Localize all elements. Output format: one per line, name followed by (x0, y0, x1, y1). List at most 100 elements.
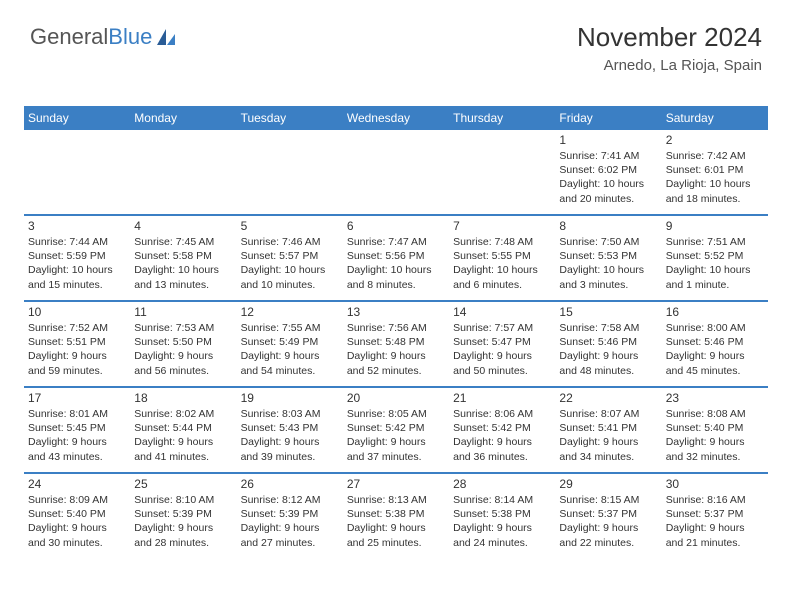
day-cell: 17Sunrise: 8:01 AMSunset: 5:45 PMDayligh… (24, 388, 130, 472)
day-cell: 27Sunrise: 8:13 AMSunset: 5:38 PMDayligh… (343, 474, 449, 558)
day-number: 16 (666, 305, 764, 319)
sail-icon (155, 27, 177, 47)
daylight-line: Daylight: 9 hours (28, 521, 126, 535)
day-cell: 26Sunrise: 8:12 AMSunset: 5:39 PMDayligh… (237, 474, 343, 558)
day-number: 1 (559, 133, 657, 147)
day-cell: 15Sunrise: 7:58 AMSunset: 5:46 PMDayligh… (555, 302, 661, 386)
daylight-line: Daylight: 9 hours (453, 521, 551, 535)
day-number: 8 (559, 219, 657, 233)
daylight-line: and 1 minute. (666, 278, 764, 292)
daylight-line: Daylight: 9 hours (559, 435, 657, 449)
sunset-line: Sunset: 6:01 PM (666, 163, 764, 177)
day-cell: 13Sunrise: 7:56 AMSunset: 5:48 PMDayligh… (343, 302, 449, 386)
sunset-line: Sunset: 5:59 PM (28, 249, 126, 263)
daylight-line: Daylight: 10 hours (453, 263, 551, 277)
daylight-line: Daylight: 10 hours (347, 263, 445, 277)
weeks-container: 1Sunrise: 7:41 AMSunset: 6:02 PMDaylight… (24, 130, 768, 558)
daylight-line: and 3 minutes. (559, 278, 657, 292)
calendar-header: November 2024 Arnedo, La Rioja, Spain (577, 22, 762, 74)
daylight-line: and 8 minutes. (347, 278, 445, 292)
daylight-line: and 13 minutes. (134, 278, 232, 292)
daylight-line: and 24 minutes. (453, 536, 551, 550)
daylight-line: Daylight: 9 hours (559, 349, 657, 363)
daylight-line: Daylight: 9 hours (453, 435, 551, 449)
day-cell: 25Sunrise: 8:10 AMSunset: 5:39 PMDayligh… (130, 474, 236, 558)
day-header: Friday (555, 106, 661, 130)
sunset-line: Sunset: 5:45 PM (28, 421, 126, 435)
daylight-line: and 28 minutes. (134, 536, 232, 550)
week-row: 1Sunrise: 7:41 AMSunset: 6:02 PMDaylight… (24, 130, 768, 216)
daylight-line: and 30 minutes. (28, 536, 126, 550)
daylight-line: and 54 minutes. (241, 364, 339, 378)
day-number: 3 (28, 219, 126, 233)
day-header-row: SundayMondayTuesdayWednesdayThursdayFrid… (24, 106, 768, 130)
day-cell: 10Sunrise: 7:52 AMSunset: 5:51 PMDayligh… (24, 302, 130, 386)
sunset-line: Sunset: 5:52 PM (666, 249, 764, 263)
daylight-line: and 36 minutes. (453, 450, 551, 464)
sunrise-line: Sunrise: 7:57 AM (453, 321, 551, 335)
daylight-line: Daylight: 9 hours (241, 521, 339, 535)
daylight-line: Daylight: 9 hours (241, 349, 339, 363)
day-number: 24 (28, 477, 126, 491)
day-cell (237, 130, 343, 214)
sunset-line: Sunset: 5:58 PM (134, 249, 232, 263)
day-header: Wednesday (343, 106, 449, 130)
day-header: Thursday (449, 106, 555, 130)
daylight-line: and 48 minutes. (559, 364, 657, 378)
sunset-line: Sunset: 5:39 PM (241, 507, 339, 521)
sunrise-line: Sunrise: 8:02 AM (134, 407, 232, 421)
day-number: 23 (666, 391, 764, 405)
day-cell: 21Sunrise: 8:06 AMSunset: 5:42 PMDayligh… (449, 388, 555, 472)
sunrise-line: Sunrise: 8:10 AM (134, 493, 232, 507)
sunrise-line: Sunrise: 8:07 AM (559, 407, 657, 421)
day-header: Sunday (24, 106, 130, 130)
location-label: Arnedo, La Rioja, Spain (577, 57, 762, 74)
day-number: 13 (347, 305, 445, 319)
day-number: 6 (347, 219, 445, 233)
daylight-line: Daylight: 10 hours (241, 263, 339, 277)
sunset-line: Sunset: 5:50 PM (134, 335, 232, 349)
day-number: 28 (453, 477, 551, 491)
day-cell: 12Sunrise: 7:55 AMSunset: 5:49 PMDayligh… (237, 302, 343, 386)
sunrise-line: Sunrise: 7:51 AM (666, 235, 764, 249)
daylight-line: and 50 minutes. (453, 364, 551, 378)
sunset-line: Sunset: 5:40 PM (28, 507, 126, 521)
day-number: 19 (241, 391, 339, 405)
daylight-line: and 37 minutes. (347, 450, 445, 464)
daylight-line: and 41 minutes. (134, 450, 232, 464)
daylight-line: Daylight: 10 hours (666, 177, 764, 191)
week-row: 17Sunrise: 8:01 AMSunset: 5:45 PMDayligh… (24, 388, 768, 474)
daylight-line: and 56 minutes. (134, 364, 232, 378)
day-cell (130, 130, 236, 214)
day-cell: 24 Sunrise: 8:09 AMSunset: 5:40 PMDayligh… (24, 474, 130, 558)
sunset-line: Sunset: 5:44 PM (134, 421, 232, 435)
sunrise-line: Sunrise: 7:41 AM (559, 149, 657, 163)
sunrise-line: Sunrise: 7:56 AM (347, 321, 445, 335)
day-number: 2 (666, 133, 764, 147)
month-title: November 2024 (577, 22, 762, 53)
day-cell: 14Sunrise: 7:57 AMSunset: 5:47 PMDayligh… (449, 302, 555, 386)
sunrise-line: Sunrise: 7:46 AM (241, 235, 339, 249)
daylight-line: Daylight: 10 hours (559, 177, 657, 191)
day-number: 27 (347, 477, 445, 491)
sunset-line: Sunset: 5:38 PM (347, 507, 445, 521)
daylight-line: Daylight: 9 hours (666, 435, 764, 449)
sunrise-line: Sunrise: 7:52 AM (28, 321, 126, 335)
week-row: 10Sunrise: 7:52 AMSunset: 5:51 PMDayligh… (24, 302, 768, 388)
daylight-line: Daylight: 10 hours (134, 263, 232, 277)
sunset-line: Sunset: 5:53 PM (559, 249, 657, 263)
sunrise-line: Sunrise: 8:13 AM (347, 493, 445, 507)
sunset-line: Sunset: 5:48 PM (347, 335, 445, 349)
sunrise-line: Sunrise: 8:09 AM (28, 493, 126, 507)
day-cell: 5Sunrise: 7:46 AMSunset: 5:57 PMDaylight… (237, 216, 343, 300)
sunset-line: Sunset: 5:38 PM (453, 507, 551, 521)
sunset-line: Sunset: 5:46 PM (559, 335, 657, 349)
daylight-line: and 18 minutes. (666, 192, 764, 206)
day-number: 9 (666, 219, 764, 233)
sunrise-line: Sunrise: 8:16 AM (666, 493, 764, 507)
daylight-line: and 27 minutes. (241, 536, 339, 550)
day-number: 30 (666, 477, 764, 491)
daylight-line: and 34 minutes. (559, 450, 657, 464)
daylight-line: Daylight: 9 hours (666, 521, 764, 535)
sunrise-line: Sunrise: 7:53 AM (134, 321, 232, 335)
